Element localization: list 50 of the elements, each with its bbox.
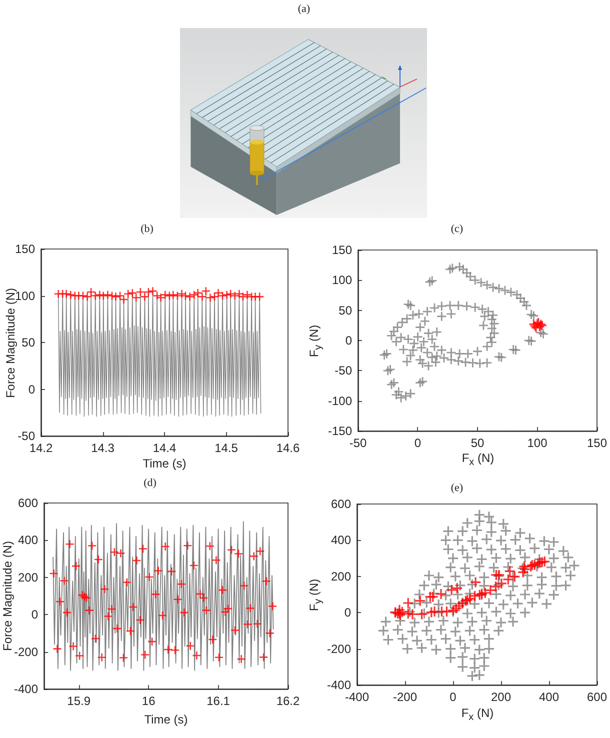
y-tick-label: 600 (330, 497, 352, 511)
x-tick-label: 15.9 (67, 694, 91, 708)
x-tick-label: 14.6 (276, 441, 300, 455)
x-axis-title: Time (s) (142, 456, 186, 471)
y-tick-label: 200 (330, 569, 352, 584)
y-tick-label: -50 (334, 364, 352, 378)
y-tick-label: -100 (328, 394, 352, 408)
y-tick-label: 0 (345, 334, 352, 348)
y-tick-label: 0 (31, 608, 38, 622)
x-tick-label: 14.3 (91, 441, 115, 455)
x-tick-label: 50 (470, 436, 484, 450)
y-tick-label: -400 (326, 678, 352, 692)
y-tick-label: -150 (328, 424, 352, 438)
x-tick-label: 100 (527, 436, 548, 450)
y-tick-label: 0 (28, 382, 36, 396)
y-tick-label: 400 (18, 533, 38, 548)
y-tick-label: -200 (326, 642, 352, 656)
y-tick-label: 100 (332, 273, 352, 288)
y-tick-label: -200 (14, 644, 38, 659)
x-tick-label: 16.1 (206, 694, 230, 708)
x-tick-label: 14.2 (29, 441, 53, 455)
x-axis-title: F$_{x}$ (N) (461, 706, 494, 724)
y-tick-label: 50 (338, 303, 352, 318)
chart-title: (b) (140, 222, 154, 236)
y-tick-label: 150 (332, 243, 352, 257)
y-tick-label: 0 (344, 606, 352, 620)
x-tick-label: -200 (392, 690, 418, 704)
x-tick-label: 14.5 (214, 441, 238, 455)
y-tick-label: 50 (22, 336, 36, 350)
x-tick-label: 16.2 (276, 694, 300, 708)
y-axis-title: Force Magnitude (N) (0, 540, 14, 652)
chart-title: (c) (450, 222, 464, 236)
x-axis-title: Time (s) (144, 712, 188, 727)
y-tick-label: 400 (330, 533, 352, 548)
x-tick-label: 14.4 (152, 441, 176, 455)
x-tick-label: 400 (538, 690, 560, 704)
x-tick-label: 600 (586, 690, 608, 704)
chart-title: (e) (450, 482, 464, 494)
chart-title: (d) (144, 476, 156, 490)
text: (a) (298, 2, 310, 16)
y-axis-title: Force Magnitude (N) (3, 287, 18, 398)
x-tick-label: 150 (586, 436, 608, 450)
x-tick-label: 200 (490, 690, 512, 704)
y-tick-label: 200 (18, 570, 38, 584)
x-tick-label: 0 (414, 436, 422, 450)
x-tick-label: 16 (142, 694, 156, 708)
y-tick-label: 150 (14, 242, 36, 256)
y-tick-label: 600 (18, 496, 38, 510)
x-axis-title: F$_{x}$ (N) (462, 450, 494, 468)
x-tick-label: 0 (450, 690, 457, 704)
